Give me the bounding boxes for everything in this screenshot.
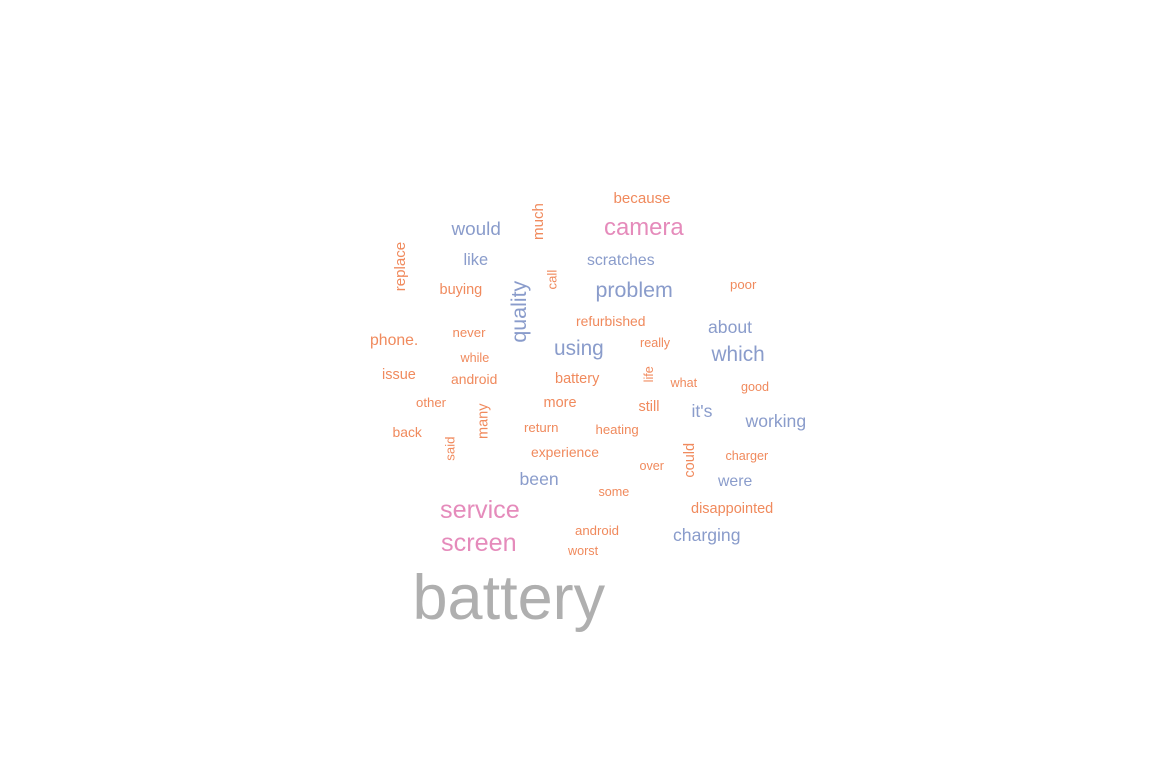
word-really-44: really [640, 335, 671, 350]
word-while-45: while [460, 350, 490, 365]
word-what-47: what [670, 375, 698, 390]
word-phone-17: phone. [370, 332, 419, 349]
word-buying-22: buying [439, 281, 483, 298]
word-charging-13: charging [673, 525, 741, 545]
word-about-9: about [708, 317, 753, 337]
word-would-8: would [451, 218, 501, 240]
word-could-27: could [681, 442, 698, 478]
word-other-35: other [416, 394, 447, 410]
word-screen-2: screen [441, 528, 517, 557]
word-good-43: good [741, 379, 770, 394]
word-been-12: been [519, 469, 559, 489]
word-issue-21: issue [382, 366, 416, 383]
word-were-16: were [718, 473, 753, 490]
word-return-37: return [524, 419, 559, 435]
word-camera-3: camera [604, 214, 684, 241]
word-poor-33: poor [730, 276, 757, 292]
word-never-34: never [452, 324, 486, 340]
word-android-31: android [451, 371, 498, 387]
word-worst-49: worst [568, 543, 599, 558]
word-much-20: much [529, 202, 547, 240]
word-experience-32: experience [531, 444, 599, 460]
word-its-10: it's [691, 401, 713, 421]
word-which-7: which [711, 342, 765, 366]
word-disappointed-28: disappointed [691, 500, 774, 517]
word-charger-41: charger [725, 448, 769, 463]
word-battery-23: battery [555, 370, 600, 387]
word-still-25: still [638, 398, 660, 415]
word-said-39: said [442, 436, 458, 461]
word-android-36: android [575, 522, 619, 538]
word-using-6: using [554, 336, 604, 360]
word-problem-5: problem [595, 277, 673, 302]
word-back-30: back [392, 424, 422, 440]
word-service-1: service [440, 495, 520, 524]
word-battery-0: battery [412, 562, 606, 633]
word-some-42: some [598, 484, 630, 499]
word-heating-38: heating [595, 421, 639, 437]
word-because-18: because [613, 189, 671, 207]
word-call-40: call [544, 269, 560, 289]
word-quality-4: quality [507, 280, 532, 343]
word-scratches-15: scratches [587, 252, 655, 269]
word-more-24: more [543, 394, 577, 411]
word-refurbished-29: refurbished [576, 313, 646, 329]
word-many-26: many [474, 403, 491, 439]
word-like-14: like [463, 251, 489, 269]
word-life-48: life [641, 365, 656, 382]
word-over-46: over [639, 458, 665, 473]
word-replace-19: replace [392, 241, 410, 291]
word-working-11: working [745, 411, 807, 431]
